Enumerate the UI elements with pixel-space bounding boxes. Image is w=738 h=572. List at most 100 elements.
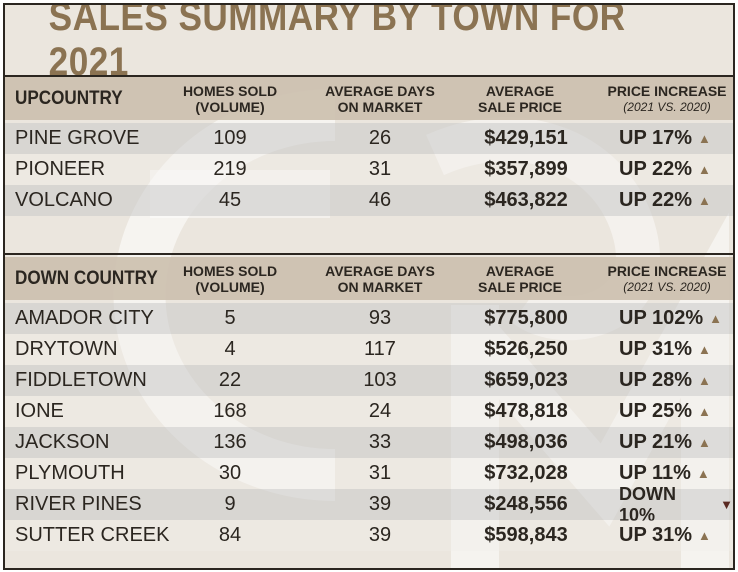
section-title: UPCOUNTRY bbox=[15, 87, 123, 109]
header-line: SALE PRICE bbox=[477, 278, 562, 295]
avg-days-value: 93 bbox=[368, 307, 392, 329]
price-change-label: UP 21% bbox=[619, 431, 693, 453]
column-header-avg-price: AVERAGE SALE PRICE bbox=[465, 77, 575, 120]
town-name: PINE GROVE bbox=[15, 127, 140, 149]
triangle-up-icon: ▲ bbox=[698, 528, 711, 543]
table-row: PIONEER 219 31 $357,899 UP 22% ▲ bbox=[5, 154, 733, 185]
town-name: DRYTOWN bbox=[15, 338, 118, 360]
price-change: DOWN 10% ▼ bbox=[619, 484, 733, 525]
town-name: FIDDLETOWN bbox=[15, 369, 147, 391]
avg-days-value: 39 bbox=[368, 524, 392, 546]
avg-days-value: 26 bbox=[368, 127, 392, 149]
divider bbox=[5, 253, 733, 255]
avg-price-value: $598,843 bbox=[484, 524, 568, 546]
price-change-label: UP 31% bbox=[619, 338, 693, 360]
header-line: ON MARKET bbox=[337, 278, 423, 295]
price-change-label: UP 22% bbox=[619, 189, 693, 211]
table-row: DRYTOWN 4 117 $526,250 UP 31% ▲ bbox=[5, 334, 733, 365]
table-row: PINE GROVE 109 26 $429,151 UP 17% ▲ bbox=[5, 123, 733, 154]
avg-days-value: 103 bbox=[363, 369, 397, 391]
header-line: AVERAGE bbox=[485, 262, 555, 279]
avg-price-value: $659,023 bbox=[484, 369, 568, 391]
table-row: IONE 168 24 $478,818 UP 25% ▲ bbox=[5, 396, 733, 427]
table-row: AMADOR CITY 5 93 $775,800 UP 102% ▲ bbox=[5, 303, 733, 334]
price-change-label: UP 11% bbox=[619, 462, 691, 484]
homes-sold-value: 5 bbox=[224, 307, 236, 329]
header-line: AVERAGE DAYS bbox=[325, 262, 435, 279]
section-title: DOWN COUNTRY bbox=[15, 267, 158, 289]
header-line: AVERAGE bbox=[485, 82, 555, 99]
avg-price-value: $732,028 bbox=[484, 462, 568, 484]
triangle-up-icon: ▲ bbox=[698, 131, 711, 146]
header-line: (VOLUME) bbox=[195, 98, 265, 115]
homes-sold-value: 9 bbox=[224, 493, 236, 515]
triangle-up-icon: ▲ bbox=[696, 466, 710, 481]
homes-sold-value: 22 bbox=[218, 369, 242, 391]
homes-sold-value: 168 bbox=[213, 400, 247, 422]
price-change-label: UP 28% bbox=[619, 369, 693, 391]
page-title: SALES SUMMARY BY TOWN FOR 2021 bbox=[48, 3, 626, 84]
triangle-up-icon: ▲ bbox=[698, 342, 711, 357]
price-change-label: UP 25% bbox=[619, 400, 693, 422]
avg-price-value: $775,800 bbox=[484, 307, 568, 329]
avg-price-value: $478,818 bbox=[484, 400, 568, 422]
price-change: UP 102% ▲ bbox=[619, 303, 733, 334]
town-name: VOLCANO bbox=[15, 189, 113, 211]
table-row: FIDDLETOWN 22 103 $659,023 UP 28% ▲ bbox=[5, 365, 733, 396]
price-change: UP 17% ▲ bbox=[619, 123, 733, 154]
header-line: ON MARKET bbox=[337, 98, 423, 115]
table-row: SUTTER CREEK 84 39 $598,843 UP 31% ▲ bbox=[5, 520, 733, 551]
triangle-up-icon: ▲ bbox=[709, 311, 723, 326]
price-change: UP 11% ▲ bbox=[619, 458, 733, 489]
header-line: AVERAGE DAYS bbox=[325, 82, 435, 99]
homes-sold-value: 84 bbox=[218, 524, 242, 546]
town-name: SUTTER CREEK bbox=[15, 524, 170, 546]
header-line: PRICE INCREASE bbox=[607, 262, 727, 279]
price-change: UP 25% ▲ bbox=[619, 396, 733, 427]
column-header-avg-days: AVERAGE DAYS ON MARKET bbox=[310, 77, 450, 120]
price-change: UP 22% ▲ bbox=[619, 154, 733, 185]
avg-days-value: 39 bbox=[368, 493, 392, 515]
header-line: (VOLUME) bbox=[195, 278, 265, 295]
table-row: RIVER PINES 9 39 $248,556 DOWN 10% ▼ bbox=[5, 484, 733, 525]
header-line: PRICE INCREASE bbox=[607, 82, 727, 99]
divider bbox=[5, 75, 733, 77]
triangle-down-icon: ▼ bbox=[720, 497, 733, 512]
town-name: IONE bbox=[15, 400, 64, 422]
avg-price-value: $429,151 bbox=[484, 127, 568, 149]
price-change: UP 28% ▲ bbox=[619, 365, 733, 396]
avg-days-value: 117 bbox=[364, 338, 396, 360]
table-row: VOLCANO 45 46 $463,822 UP 22% ▲ bbox=[5, 185, 733, 216]
header-line: HOMES SOLD bbox=[182, 262, 278, 279]
avg-price-value: $498,036 bbox=[484, 431, 568, 453]
triangle-up-icon: ▲ bbox=[698, 193, 711, 208]
price-change-label: UP 22% bbox=[619, 158, 693, 180]
homes-sold-value: 136 bbox=[213, 431, 247, 453]
avg-price-value: $357,899 bbox=[484, 158, 568, 180]
town-name: AMADOR CITY bbox=[15, 307, 154, 329]
header-line: SALE PRICE bbox=[477, 98, 562, 115]
price-change: UP 31% ▲ bbox=[619, 520, 733, 551]
town-name: RIVER PINES bbox=[15, 493, 142, 515]
avg-days-value: 24 bbox=[368, 400, 392, 422]
avg-price-value: $463,822 bbox=[484, 189, 568, 211]
homes-sold-value: 45 bbox=[218, 189, 242, 211]
column-header-avg-price: AVERAGE SALE PRICE bbox=[465, 257, 575, 300]
price-change: UP 21% ▲ bbox=[619, 427, 733, 458]
avg-price-value: $248,556 bbox=[484, 493, 568, 515]
avg-price-value: $526,250 bbox=[484, 338, 568, 360]
price-change-label: UP 102% bbox=[619, 307, 704, 329]
header-line: (2021 VS. 2020) bbox=[623, 99, 711, 114]
column-header-price-increase: PRICE INCREASE (2021 VS. 2020) bbox=[603, 77, 731, 120]
column-header-avg-days: AVERAGE DAYS ON MARKET bbox=[310, 257, 450, 300]
price-change: UP 22% ▲ bbox=[619, 185, 733, 216]
sales-summary-panel: SALES SUMMARY BY TOWN FOR 2021 UPCOUNTRY… bbox=[3, 3, 735, 570]
price-change-label: DOWN 10% bbox=[619, 483, 676, 525]
table-row: JACKSON 136 33 $498,036 UP 21% ▲ bbox=[5, 427, 733, 458]
town-name: JACKSON bbox=[15, 431, 110, 453]
price-change-label: UP 31% bbox=[619, 524, 693, 546]
avg-days-value: 31 bbox=[368, 462, 392, 484]
town-name: PIONEER bbox=[15, 158, 106, 180]
town-name: PLYMOUTH bbox=[15, 462, 125, 484]
homes-sold-value: 219 bbox=[213, 158, 247, 180]
